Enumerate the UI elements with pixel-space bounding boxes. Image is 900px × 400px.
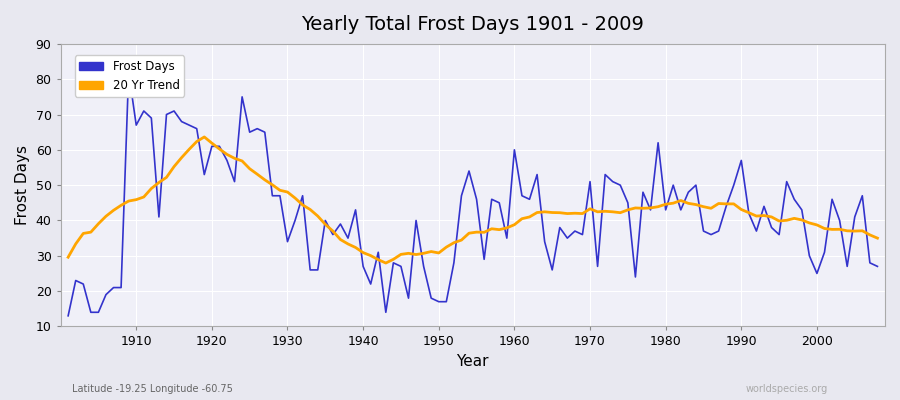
Frost Days [872,264,883,269]
Frost Days [63,314,74,318]
Text: Latitude -19.25 Longitude -60.75: Latitude -19.25 Longitude -60.75 [72,384,233,394]
Frost Days [154,214,165,219]
20 Yr Trend [146,186,157,191]
Title: Yearly Total Frost Days 1901 - 2009: Yearly Total Frost Days 1901 - 2009 [302,15,644,34]
X-axis label: Year: Year [456,354,489,369]
Line: Frost Days: Frost Days [68,72,878,316]
20 Yr Trend [63,255,74,260]
20 Yr Trend [872,236,883,240]
Frost Days [199,172,210,177]
20 Yr Trend [721,202,732,206]
20 Yr Trend [788,216,799,221]
20 Yr Trend [456,238,467,242]
Line: 20 Yr Trend: 20 Yr Trend [68,137,878,263]
20 Yr Trend [381,261,392,266]
Frost Days [766,225,777,230]
20 Yr Trend [199,134,210,139]
20 Yr Trend [192,139,202,144]
Frost Days [865,260,876,265]
Text: worldspecies.org: worldspecies.org [746,384,828,394]
Frost Days [713,229,724,234]
Frost Days [123,70,134,74]
20 Yr Trend [774,218,785,223]
Y-axis label: Frost Days: Frost Days [15,145,30,225]
Frost Days [448,260,459,265]
Legend: Frost Days, 20 Yr Trend: Frost Days, 20 Yr Trend [75,56,184,97]
